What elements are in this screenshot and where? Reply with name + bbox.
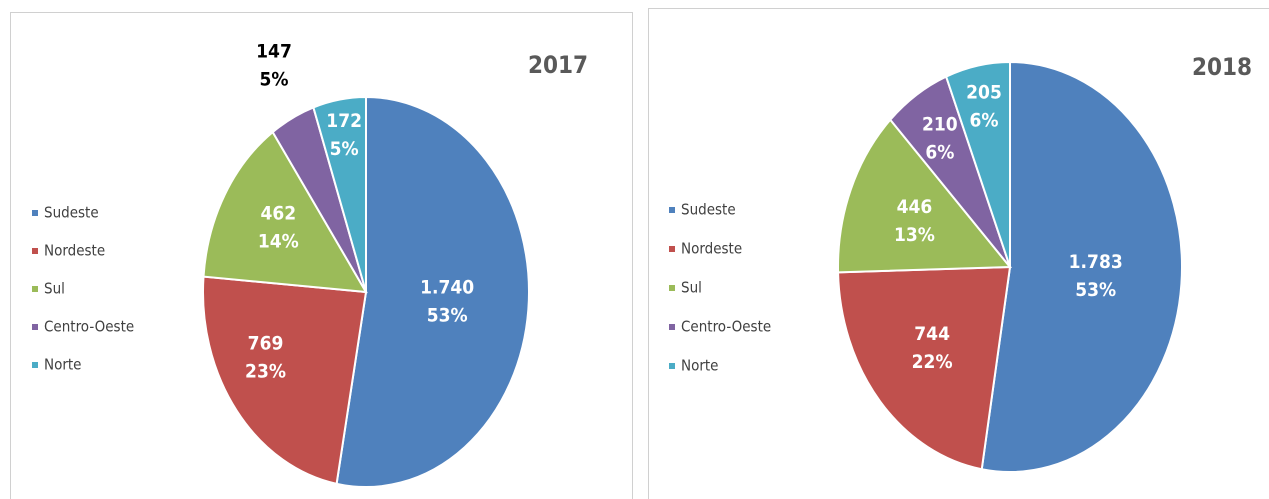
- legend-marker: [669, 285, 675, 291]
- data-label: 744: [914, 323, 950, 345]
- percent-label: 5%: [330, 138, 359, 160]
- pie-slice: [837, 265, 1012, 471]
- data-label: 1.740: [420, 276, 474, 298]
- percent-label: 6%: [969, 109, 998, 131]
- data-label: 1.783: [1069, 251, 1123, 273]
- legend-marker: [32, 324, 38, 330]
- data-label: 462: [260, 202, 296, 224]
- legend-marker: [669, 363, 675, 369]
- legend-label: Norte: [681, 357, 719, 375]
- legend-label: Sudeste: [44, 204, 99, 222]
- pie-slice: [202, 130, 368, 294]
- pie-slice: [202, 275, 368, 486]
- legend-label: Centro-Oeste: [44, 318, 134, 336]
- legend-label: Sul: [44, 280, 65, 298]
- pie-slice: [837, 118, 1013, 274]
- percent-label: 13%: [894, 224, 935, 246]
- percent-label: 23%: [245, 361, 286, 383]
- data-label: 210: [922, 113, 958, 135]
- data-label: 446: [897, 196, 933, 218]
- data-label: 147: [256, 41, 292, 63]
- panel-frame: [648, 8, 1269, 499]
- legend-marker: [32, 210, 38, 216]
- data-label: 172: [326, 110, 362, 132]
- percent-label: 22%: [912, 351, 953, 373]
- data-label: 205: [966, 81, 1002, 103]
- percent-label: 14%: [258, 230, 299, 252]
- legend-label: Sul: [681, 279, 702, 297]
- percent-label: 53%: [1075, 279, 1116, 301]
- legend-label: Centro-Oeste: [681, 318, 771, 336]
- legend-marker: [669, 207, 675, 213]
- pie-slice: [312, 95, 367, 293]
- legend-label: Nordeste: [44, 242, 105, 260]
- percent-label: 6%: [925, 141, 954, 163]
- pie-slice: [980, 60, 1183, 473]
- percent-label: 5%: [259, 69, 288, 91]
- legend-label: Nordeste: [681, 240, 742, 258]
- legend-label: Norte: [44, 356, 82, 374]
- chart-title: 2018: [1192, 53, 1252, 81]
- legend-marker: [669, 324, 675, 330]
- data-label: 769: [248, 333, 284, 355]
- pie-slice: [335, 95, 530, 488]
- legend-marker: [32, 286, 38, 292]
- panel-frame: [10, 12, 633, 499]
- legend-marker: [32, 248, 38, 254]
- legend-marker: [669, 246, 675, 252]
- legend-label: Sudeste: [681, 201, 736, 219]
- percent-label: 53%: [427, 304, 468, 326]
- chart-title: 2017: [528, 51, 588, 79]
- legend-marker: [32, 362, 38, 368]
- pie-slice: [944, 60, 1011, 268]
